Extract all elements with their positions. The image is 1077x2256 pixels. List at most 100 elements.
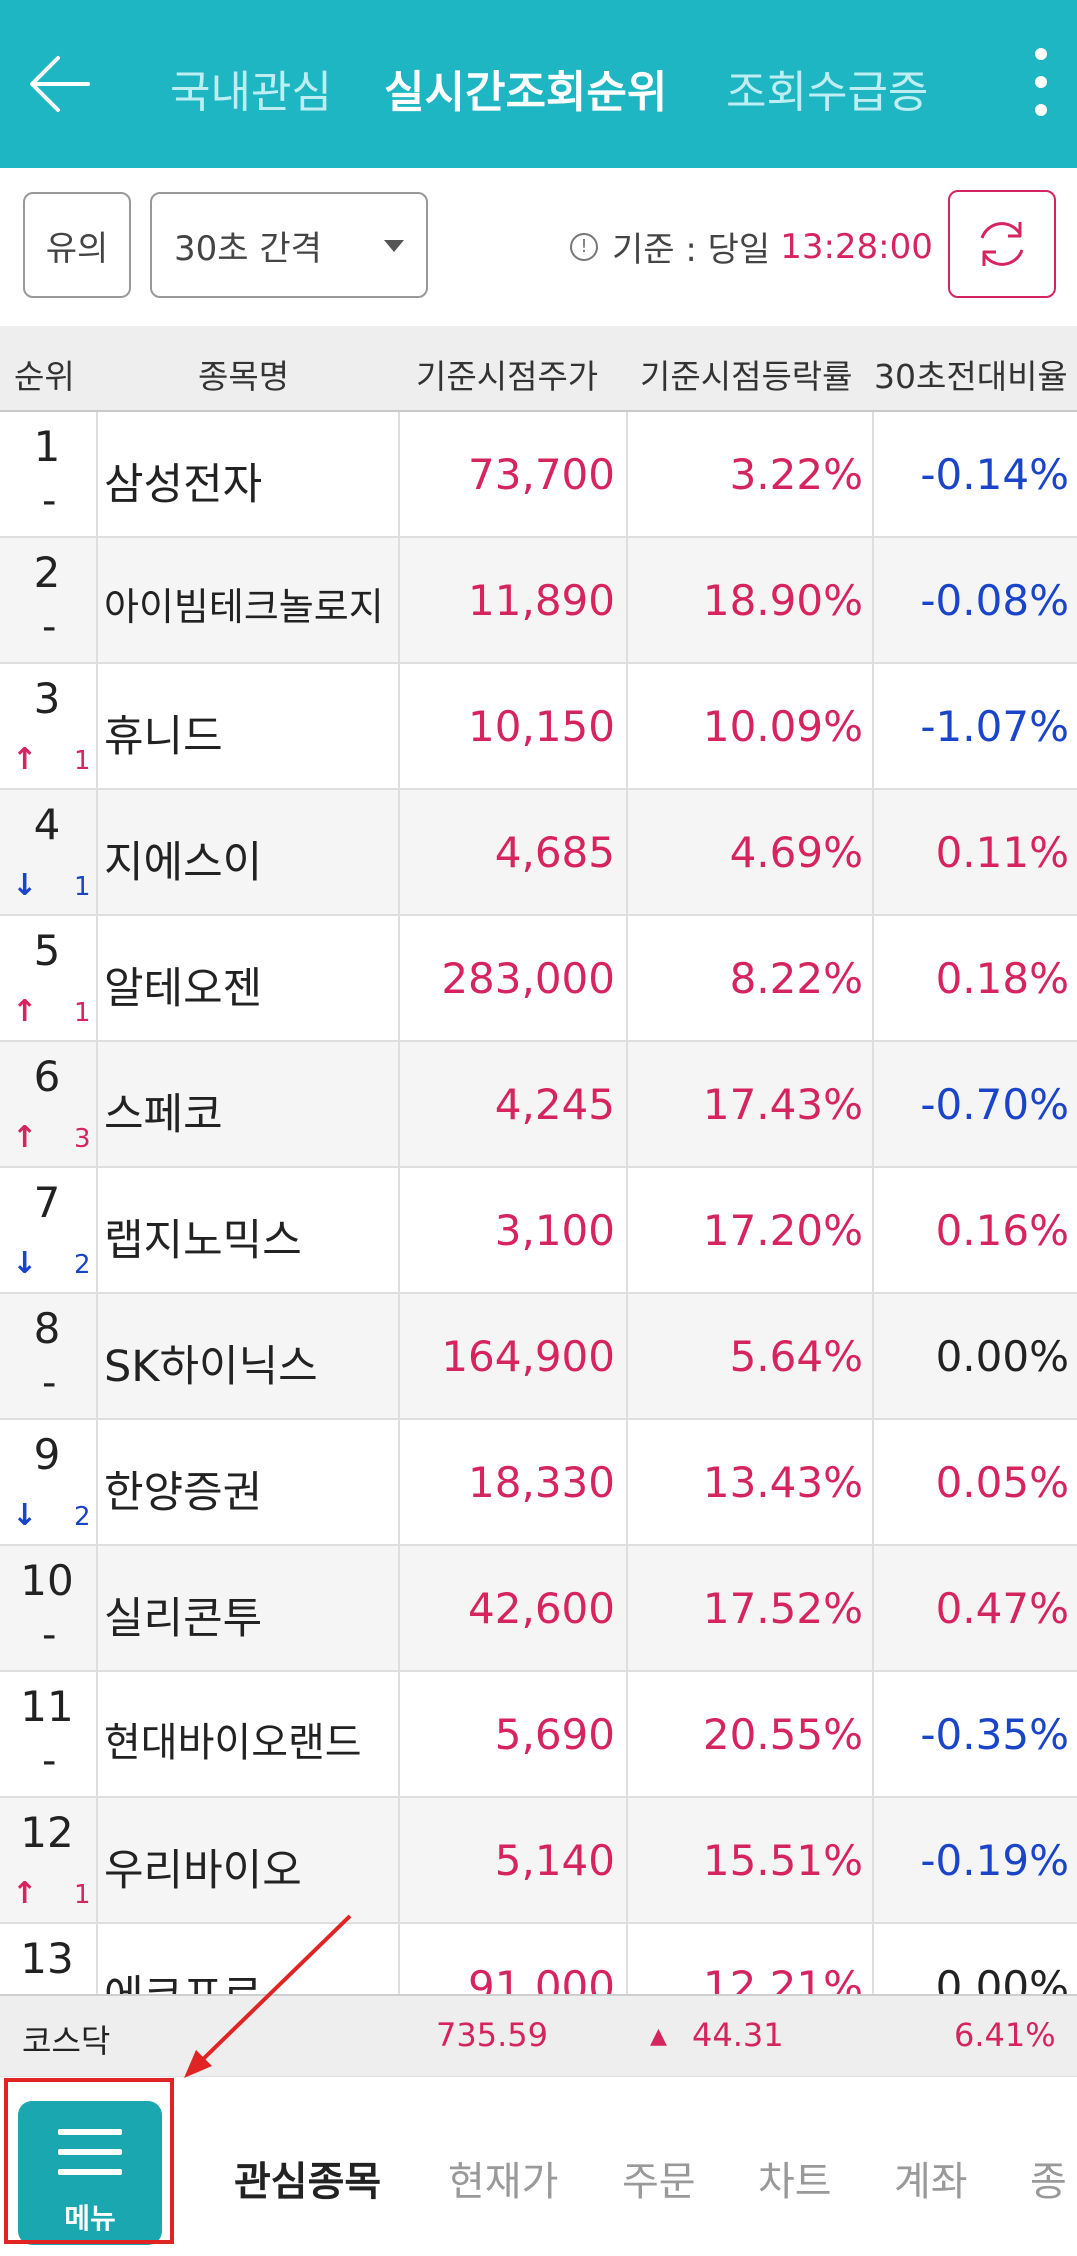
- col-price[interactable]: 기준시점주가: [416, 357, 599, 396]
- table-row[interactable]: 11 - 현대바이오랜드 5,690 20.55% -0.35%: [0, 1672, 1077, 1798]
- stock-name[interactable]: 알테오젠: [104, 964, 263, 1014]
- rank-number: 1: [33, 422, 61, 471]
- table-row[interactable]: 4 ↓ 1 지에스이 4,685 4.69% 0.11%: [0, 790, 1077, 916]
- col-name[interactable]: 종목명: [198, 357, 290, 396]
- stock-name[interactable]: 아이빔테크놀로지: [104, 585, 384, 629]
- column-divider: [872, 916, 874, 1042]
- base-price: 283,000: [441, 954, 615, 1003]
- table-row[interactable]: 10 - 실리콘투 42,600 17.52% 0.47%: [0, 1546, 1077, 1672]
- table-row[interactable]: 5 ↑ 1 알테오젠 283,000 8.22% 0.18%: [0, 916, 1077, 1042]
- stock-name[interactable]: 우리바이오: [104, 1846, 302, 1896]
- base-price: 5,690: [494, 1710, 615, 1759]
- rank-change-count: 1: [74, 1880, 91, 1910]
- table-row[interactable]: 2 - 아이빔테크놀로지 11,890 18.90% -0.08%: [0, 538, 1077, 664]
- base-change-rate: 8.22%: [729, 954, 863, 1003]
- column-divider: [626, 1798, 628, 1924]
- stock-name[interactable]: 지에스이: [104, 838, 263, 888]
- nav-more[interactable]: 종: [1030, 2159, 1067, 2205]
- column-divider: [626, 1924, 628, 1994]
- table-row[interactable]: 1 - 삼성전자 73,700 3.22% -0.14%: [0, 412, 1077, 538]
- rank-number: 8: [33, 1304, 61, 1353]
- menu-button[interactable]: 메뉴: [18, 2101, 162, 2245]
- tab-view-surge[interactable]: 조회수급증: [726, 67, 929, 118]
- ratio-30s: -0.35%: [920, 1710, 1069, 1759]
- ratio-30s: 0.05%: [935, 1458, 1069, 1507]
- no-change-dash-icon: -: [42, 478, 57, 524]
- no-change-dash-icon: -: [42, 1738, 57, 1784]
- base-price: 91,000: [468, 1962, 615, 1994]
- index-ticker[interactable]: 코스닥 735.59 ▲ 44.31 6.41%: [0, 1994, 1077, 2076]
- table-row[interactable]: 9 ↓ 2 한양증권 18,330 13.43% 0.05%: [0, 1420, 1077, 1546]
- rank-number: 11: [20, 1682, 74, 1731]
- tab-domestic-interest[interactable]: 국내관심: [170, 67, 332, 118]
- table-row[interactable]: 13 - 에코프로 91,000 12.21% 0.00%: [0, 1924, 1077, 1994]
- base-change-rate: 12.21%: [702, 1962, 863, 1994]
- ratio-30s: -1.07%: [920, 702, 1069, 751]
- column-divider: [398, 412, 400, 538]
- table-row[interactable]: 12 ↑ 1 우리바이오 5,140 15.51% -0.19%: [0, 1798, 1077, 1924]
- index-value: 735.59: [436, 2016, 548, 2054]
- ratio-30s: -0.19%: [920, 1836, 1069, 1885]
- table-row[interactable]: 6 ↑ 3 스페코 4,245 17.43% -0.70%: [0, 1042, 1077, 1168]
- column-divider: [96, 1168, 98, 1294]
- base-price: 5,140: [494, 1836, 615, 1885]
- base-change-rate: 17.43%: [702, 1080, 863, 1129]
- rank-up-arrow-icon: ↑: [12, 1120, 38, 1155]
- no-change-dash-icon: -: [42, 1612, 57, 1658]
- stock-name[interactable]: 현대바이오랜드: [104, 1720, 362, 1766]
- col-rate[interactable]: 기준시점등락률: [640, 357, 853, 396]
- ratio-30s: 0.16%: [935, 1206, 1069, 1255]
- column-divider: [96, 1672, 98, 1798]
- table-row[interactable]: 8 - SK하이닉스 164,900 5.64% 0.00%: [0, 1294, 1077, 1420]
- column-divider: [626, 1042, 628, 1168]
- tab-realtime-ranking[interactable]: 실시간조회순위: [384, 67, 668, 118]
- nav-account[interactable]: 계좌: [894, 2159, 968, 2205]
- stock-name[interactable]: SK하이닉스: [104, 1342, 318, 1392]
- column-divider: [96, 1546, 98, 1672]
- column-divider: [626, 1294, 628, 1420]
- interval-value: 30초 간격: [174, 228, 322, 269]
- stock-name[interactable]: 삼성전자: [104, 460, 263, 510]
- column-divider: [626, 412, 628, 538]
- col-ratio[interactable]: 30초전대비율: [874, 357, 1068, 396]
- column-divider: [872, 1420, 874, 1546]
- ratio-30s: -0.70%: [920, 1080, 1069, 1129]
- column-divider: [872, 1924, 874, 1994]
- back-arrow-icon[interactable]: [28, 52, 92, 116]
- base-price: 11,890: [468, 576, 615, 625]
- stock-name[interactable]: 휴니드: [104, 712, 223, 762]
- stock-name[interactable]: 랩지노믹스: [104, 1216, 302, 1266]
- rank-change-count: 3: [74, 1124, 91, 1154]
- notice-button[interactable]: 유의: [23, 192, 131, 298]
- refresh-button[interactable]: [948, 190, 1056, 298]
- base-price: 164,900: [441, 1332, 615, 1381]
- base-price: 4,685: [494, 828, 615, 877]
- ranking-list: 1 - 삼성전자 73,700 3.22% -0.14% 2 - 아이빔테크놀로지 11,890 1…: [0, 412, 1077, 1994]
- table-row[interactable]: 3 ↑ 1 휴니드 10,150 10.09% -1.07%: [0, 664, 1077, 790]
- stock-name[interactable]: 실리콘투: [104, 1594, 263, 1644]
- column-divider: [398, 1168, 400, 1294]
- col-rank[interactable]: 순위: [14, 357, 75, 396]
- nav-chart[interactable]: 차트: [758, 2159, 832, 2205]
- table-row[interactable]: 7 ↓ 2 랩지노믹스 3,100 17.20% 0.16%: [0, 1168, 1077, 1294]
- ratio-30s: 0.11%: [935, 828, 1069, 877]
- rank-number: 13: [20, 1934, 74, 1983]
- rank-down-arrow-icon: ↓: [12, 868, 38, 903]
- nav-current-price[interactable]: 현재가: [448, 2159, 559, 2205]
- column-divider: [872, 1672, 874, 1798]
- interval-select[interactable]: 30초 간격: [150, 192, 428, 298]
- nav-watchlist[interactable]: 관심종목: [234, 2159, 382, 2205]
- rank-number: 3: [33, 674, 61, 723]
- stock-name[interactable]: 한양증권: [104, 1468, 263, 1518]
- nav-order[interactable]: 주문: [622, 2159, 696, 2205]
- more-menu-icon[interactable]: [1031, 48, 1051, 124]
- column-divider: [96, 1042, 98, 1168]
- filter-toolbar: 유의 30초 간격 ! 기준 : 당일 13:28:00: [0, 168, 1077, 326]
- column-divider: [96, 1924, 98, 1994]
- column-divider: [872, 1042, 874, 1168]
- column-divider: [872, 538, 874, 664]
- stock-name[interactable]: 스페코: [104, 1090, 223, 1140]
- column-divider: [626, 538, 628, 664]
- stock-name[interactable]: 에코프로: [104, 1962, 262, 1994]
- rank-change-count: 2: [74, 1250, 91, 1280]
